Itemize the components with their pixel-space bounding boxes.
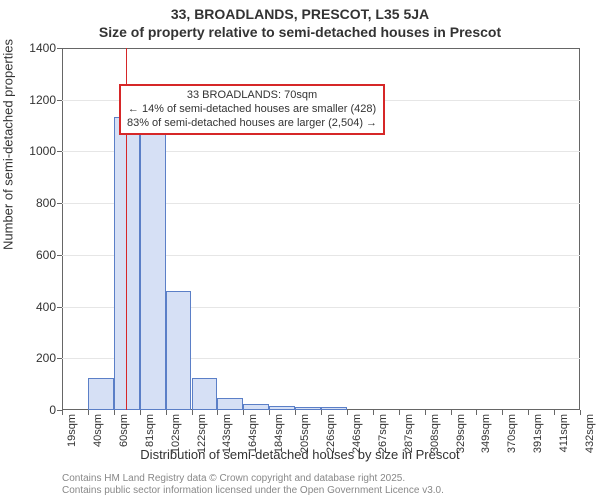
chart-subtitle: Size of property relative to semi-detach…: [0, 24, 600, 40]
xtick-label: 102sqm: [170, 414, 182, 453]
xtick-mark: [295, 410, 296, 415]
xtick-label: 226sqm: [325, 414, 337, 453]
xtick-label: 246sqm: [351, 414, 363, 453]
xtick-mark: [114, 410, 115, 415]
xtick-mark: [166, 410, 167, 415]
xtick-label: 391sqm: [532, 414, 544, 453]
ytick-label: 200: [36, 351, 56, 365]
xtick-mark: [243, 410, 244, 415]
xtick-label: 432sqm: [584, 414, 596, 453]
ytick-label: 800: [36, 196, 56, 210]
ytick-mark: [57, 151, 62, 152]
xtick-mark: [554, 410, 555, 415]
xtick-mark: [476, 410, 477, 415]
xtick-label: 308sqm: [429, 414, 441, 453]
xtick-mark: [217, 410, 218, 415]
annotation-line-2: ← 14% of semi-detached houses are smalle…: [127, 103, 377, 117]
xtick-mark: [347, 410, 348, 415]
xtick-mark: [528, 410, 529, 415]
ytick-mark: [57, 307, 62, 308]
xtick-mark: [580, 410, 581, 415]
xtick-label: 184sqm: [273, 414, 285, 453]
chart-title: 33, BROADLANDS, PRESCOT, L35 5JA: [0, 6, 600, 22]
histogram-bar: [243, 404, 269, 410]
xtick-mark: [62, 410, 63, 415]
ytick-label: 1400: [29, 41, 56, 55]
xtick-mark: [502, 410, 503, 415]
ytick-label: 1000: [29, 144, 56, 158]
xtick-mark: [399, 410, 400, 415]
xtick-label: 287sqm: [403, 414, 415, 453]
annotation-line-3: 83% of semi-detached houses are larger (…: [127, 117, 377, 131]
chart-container: 33, BROADLANDS, PRESCOT, L35 5JA Size of…: [0, 0, 600, 500]
ytick-label: 1200: [29, 93, 56, 107]
ytick-label: 400: [36, 300, 56, 314]
xtick-label: 122sqm: [196, 414, 208, 453]
annotation-box: 33 BROADLANDS: 70sqm← 14% of semi-detach…: [119, 84, 385, 135]
histogram-bar: [192, 378, 218, 410]
xtick-label: 81sqm: [144, 414, 156, 447]
xtick-label: 205sqm: [299, 414, 311, 453]
xtick-label: 349sqm: [480, 414, 492, 453]
xtick-label: 411sqm: [558, 414, 570, 452]
y-axis-label: Number of semi-detached properties: [1, 39, 16, 250]
histogram-bar: [217, 398, 243, 410]
xtick-label: 143sqm: [221, 414, 233, 453]
plot-area: 020040060080010001200140019sqm40sqm60sqm…: [62, 48, 580, 410]
xtick-label: 370sqm: [506, 414, 518, 453]
histogram-bar: [295, 407, 321, 410]
xtick-mark: [88, 410, 89, 415]
attribution-line-1: Contains HM Land Registry data © Crown c…: [62, 473, 405, 484]
ytick-mark: [57, 100, 62, 101]
histogram-bar: [140, 126, 166, 410]
xtick-mark: [373, 410, 374, 415]
xtick-mark: [321, 410, 322, 415]
xtick-label: 164sqm: [247, 414, 259, 453]
ytick-mark: [57, 48, 62, 49]
ytick-mark: [57, 358, 62, 359]
ytick-mark: [57, 255, 62, 256]
histogram-bar: [269, 406, 295, 410]
attribution-line-2: Contains public sector information licen…: [62, 485, 444, 496]
xtick-mark: [451, 410, 452, 415]
xtick-mark: [269, 410, 270, 415]
annotation-line-1: 33 BROADLANDS: 70sqm: [127, 89, 377, 103]
xtick-mark: [192, 410, 193, 415]
xtick-label: 329sqm: [455, 414, 467, 453]
ytick-label: 600: [36, 248, 56, 262]
histogram-bar: [88, 378, 114, 410]
histogram-bar: [166, 291, 192, 410]
ytick-mark: [57, 203, 62, 204]
histogram-bar: [321, 407, 347, 410]
xtick-label: 19sqm: [66, 414, 78, 447]
xtick-label: 267sqm: [377, 414, 389, 453]
xtick-label: 40sqm: [92, 414, 104, 447]
xtick-mark: [140, 410, 141, 415]
xtick-label: 60sqm: [118, 414, 130, 447]
xtick-mark: [425, 410, 426, 415]
ytick-label: 0: [49, 403, 56, 417]
